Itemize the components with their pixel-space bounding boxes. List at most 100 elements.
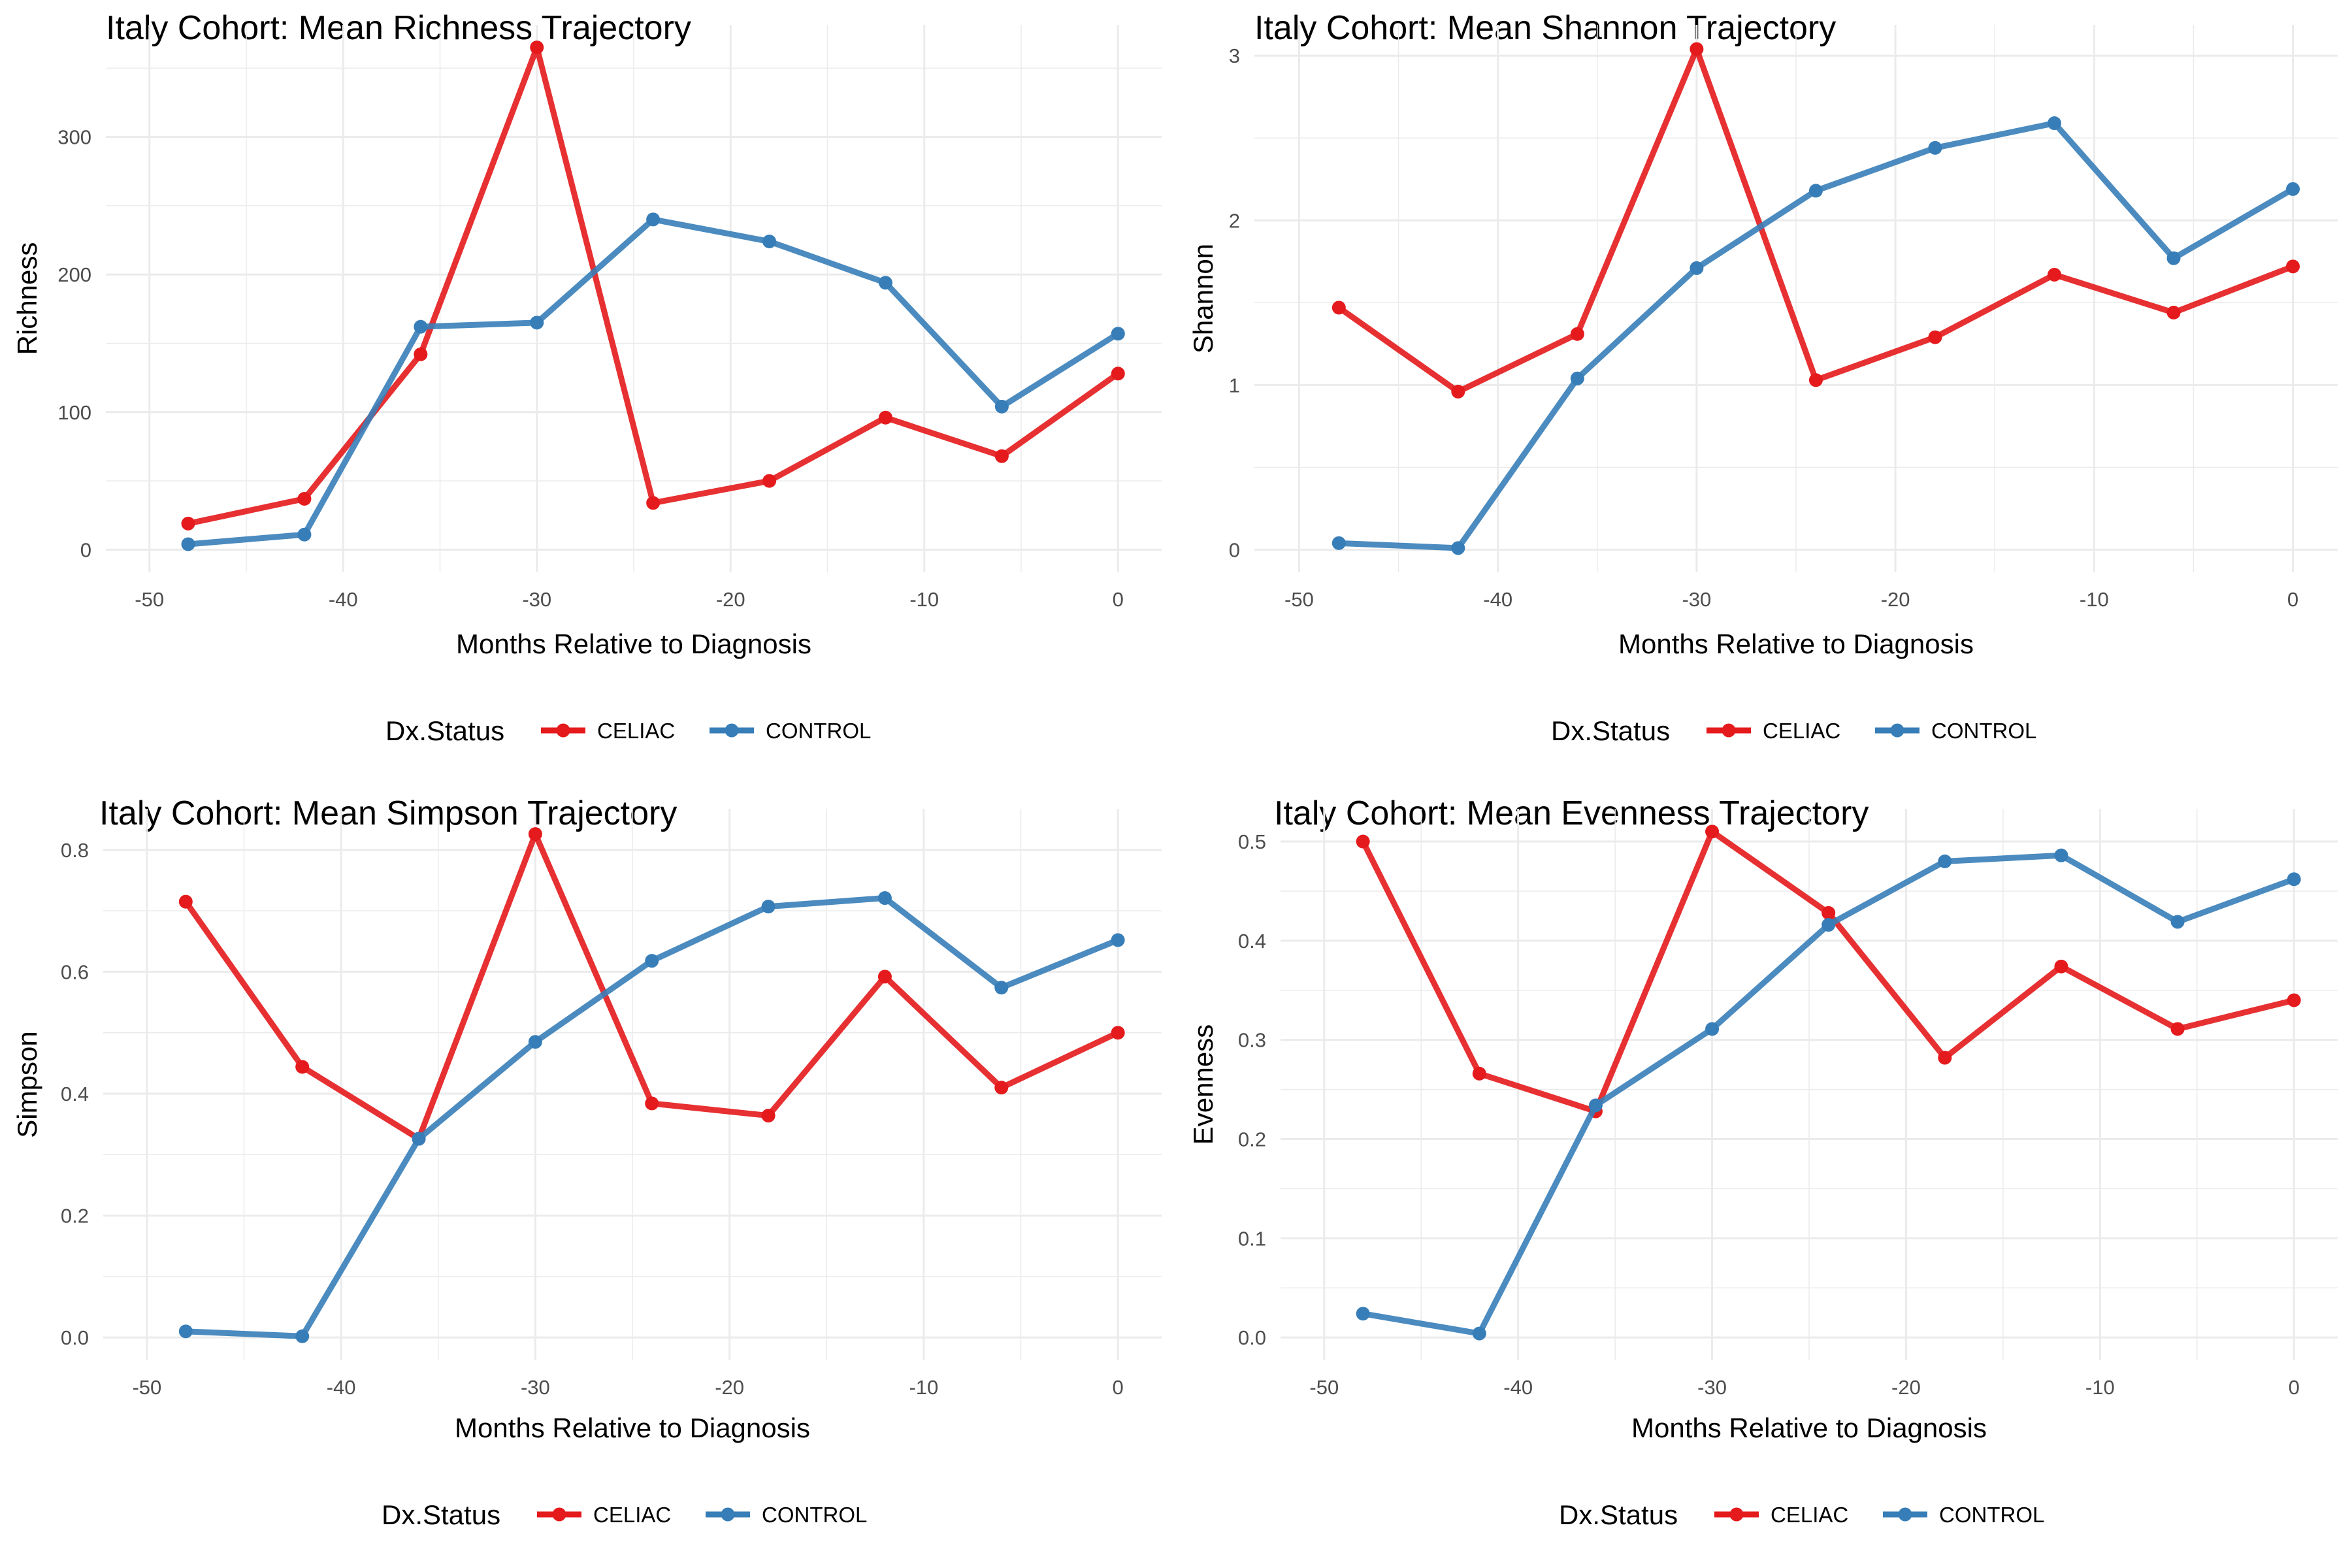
y-tick-label: 0.0 — [1238, 1326, 1266, 1349]
chart-panel-2: Italy Cohort: Mean Shannon Trajectory -50… — [1188, 9, 2338, 746]
gridlines — [1281, 809, 2338, 1360]
chart-title: Italy Cohort: Mean Evenness Trajectory — [1274, 794, 1869, 832]
chart-panel-4: Italy Cohort: Mean Evenness Trajectory -5… — [1188, 794, 2338, 1530]
data-point — [2166, 251, 2181, 265]
y-tick-label: 0.1 — [1238, 1227, 1266, 1250]
data-point — [1331, 301, 1346, 315]
series-celiac — [1356, 825, 2301, 1119]
x-axis-label: Months Relative to Diagnosis — [455, 1413, 810, 1443]
data-point — [528, 827, 542, 841]
data-point — [1821, 906, 1836, 920]
data-point — [414, 347, 428, 361]
data-point — [1472, 1066, 1486, 1081]
y-axis-label: Shannon — [1188, 244, 1218, 353]
legend-key-point — [1890, 723, 1904, 738]
legend-key-control — [706, 1507, 750, 1522]
data-point — [2047, 267, 2061, 282]
x-axis-label: Months Relative to Diagnosis — [1631, 1413, 1987, 1443]
x-tick-label: -10 — [909, 588, 939, 611]
data-point — [762, 235, 777, 249]
x-tick-label: -40 — [327, 1376, 356, 1399]
y-tick-label: 0.2 — [61, 1205, 89, 1228]
y-axis-label: Evenness — [1188, 1024, 1218, 1145]
data-point — [181, 537, 195, 551]
data-point — [1570, 371, 1584, 385]
y-tick-label: 0.3 — [1238, 1029, 1266, 1052]
gridlines — [1254, 25, 2338, 572]
legend-label: CONTROL — [766, 719, 871, 743]
legend-key-point — [552, 1507, 566, 1522]
x-tick-label: 0 — [1113, 588, 1124, 611]
x-tick-label: 0 — [1112, 1376, 1123, 1399]
legend-key-point — [721, 1507, 735, 1522]
data-point — [877, 891, 892, 906]
y-tick-label: 300 — [57, 126, 91, 149]
data-point — [412, 1132, 426, 1146]
data-point — [646, 496, 661, 510]
x-tick-label: -10 — [2080, 588, 2109, 611]
data-point — [762, 474, 777, 488]
data-point — [1111, 367, 1125, 381]
data-point — [761, 1109, 776, 1123]
data-point — [1331, 536, 1346, 550]
legend-label: CELIAC — [1771, 1503, 1848, 1527]
legend-label: CONTROL — [1931, 719, 2036, 743]
chart-panel-1: Italy Cohort: Mean Richness Trajectory -5… — [12, 9, 1162, 746]
data-point — [1111, 1026, 1125, 1040]
legend-key-control — [710, 723, 754, 738]
data-point — [1356, 834, 1370, 849]
y-tick-label: 0 — [80, 538, 91, 561]
data-point — [1938, 1051, 1952, 1065]
data-point — [1808, 373, 1823, 387]
gridlines — [103, 809, 1162, 1360]
data-point — [2054, 959, 2068, 973]
data-point — [1356, 1307, 1370, 1321]
y-tick-label: 0.2 — [1238, 1128, 1266, 1151]
legend-key-celiac — [537, 1507, 581, 1522]
series-line — [1360, 828, 2295, 1115]
data-point — [295, 1060, 310, 1074]
series-celiac — [178, 827, 1125, 1146]
data-point — [994, 981, 1009, 995]
chart-panel-3: Italy Cohort: Mean Simpson Trajectory -50… — [12, 794, 1162, 1530]
y-tick-label: 0.8 — [61, 839, 89, 862]
data-point — [181, 516, 195, 531]
data-point — [1808, 184, 1823, 198]
y-tick-label: 3 — [1229, 44, 1240, 67]
data-point — [1690, 261, 1704, 275]
x-tick-label: -50 — [1309, 1376, 1339, 1399]
x-tick-label: -50 — [135, 588, 164, 611]
series-celiac — [181, 41, 1125, 531]
data-point — [994, 1081, 1009, 1095]
legend-key-point — [1898, 1507, 1912, 1522]
legend-label: CELIAC — [597, 719, 675, 743]
data-point — [645, 1096, 659, 1111]
y-tick-label: 0.4 — [61, 1083, 89, 1105]
data-point — [1472, 1326, 1486, 1341]
y-tick-label: 100 — [57, 401, 91, 424]
data-point — [1938, 854, 1952, 868]
data-point — [1111, 933, 1125, 947]
data-point — [414, 319, 428, 334]
x-tick-label: -30 — [1682, 588, 1711, 611]
legend-title: Dx.Status — [1559, 1499, 1678, 1530]
legend: Dx.Status CELIAC CONTROL — [1551, 715, 2036, 746]
y-tick-label: 0.4 — [1238, 930, 1266, 953]
y-tick-label: 2 — [1229, 209, 1240, 232]
x-tick-label: -30 — [521, 1376, 550, 1399]
data-point — [1705, 1022, 1720, 1036]
data-point — [530, 41, 544, 55]
x-axis-label: Months Relative to Diagnosis — [1618, 629, 1974, 659]
legend: Dx.Status CELIAC CONTROL — [385, 715, 871, 746]
data-point — [2287, 872, 2301, 887]
legend-title: Dx.Status — [1551, 715, 1670, 746]
data-point — [1928, 330, 1942, 344]
data-point — [878, 276, 892, 290]
legend-key-control — [1883, 1507, 1927, 1522]
x-tick-label: 0 — [2287, 588, 2298, 611]
y-tick-label: 0 — [1229, 538, 1240, 561]
data-point — [877, 970, 892, 984]
x-tick-label: -50 — [1284, 588, 1314, 611]
data-point — [1570, 327, 1584, 341]
data-point — [2054, 848, 2068, 862]
